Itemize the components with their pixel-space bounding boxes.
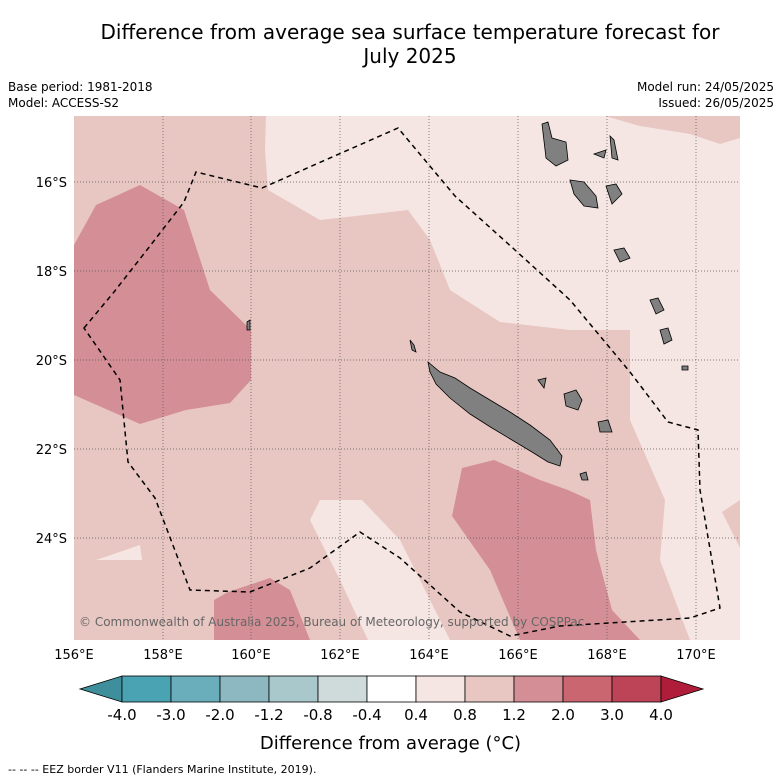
title-line-2: July 2025: [363, 44, 457, 68]
vanuatu-efate: [613, 247, 631, 263]
loyalty-island-1: [563, 389, 583, 411]
lat-tick-label: 20°S: [36, 354, 67, 369]
longitude-labels: 156°E 158°E 160°E 162°E 164°E 166°E 168°E 170°E: [54, 648, 716, 663]
colorbar-tick-label: -1.2: [254, 706, 283, 724]
small-island-north-caledonia: [409, 339, 417, 353]
model-name: Model: ACCESS-S2: [8, 96, 120, 110]
vanuatu-espiritu-santo: [541, 121, 569, 167]
vanuatu-tanna: [659, 327, 673, 345]
base-period: Base period: 1981-2018: [8, 80, 153, 94]
colorbar-segment: [415, 675, 466, 703]
colorbar-segment: [611, 675, 662, 703]
colorbar-segment: [268, 675, 319, 703]
anomaly-band-0-4-0-8-south: [310, 500, 450, 640]
title-line-1: Difference from average sea surface temp…: [100, 20, 720, 44]
anomaly-band-1-2-2-0-southeast: [452, 460, 640, 640]
lon-tick-label: 170°E: [676, 648, 716, 663]
lat-tick-label: 16°S: [36, 176, 67, 191]
eez-border: [83, 127, 721, 637]
anomaly-band-0-4-0-8-southwest: [96, 545, 142, 560]
colorbar-tick-label: -0.4: [352, 706, 381, 724]
colorbar: -4.0 -3.0 -2.0 -1.2 -0.8 -0.4 0.4 0.8 1.2 2.0 3.0 4…: [78, 675, 705, 724]
anomaly-band-top-right: [605, 116, 740, 144]
colorbar-segment: [513, 675, 564, 703]
small-island-west: [246, 319, 251, 331]
isle-of-pines: [579, 471, 589, 481]
vanuatu-erromango: [649, 297, 665, 315]
colorbar-segment: [121, 675, 172, 703]
colorbar-tick-label: 1.2: [502, 706, 526, 724]
colorbar-tick-label: -3.0: [156, 706, 185, 724]
anomaly-band-1-2-2-0-west: [74, 185, 251, 424]
colorbar-title: Difference from average (°C): [259, 733, 522, 754]
lat-tick-label: 22°S: [36, 443, 67, 458]
colorbar-tick-label: -0.8: [303, 706, 332, 724]
colorbar-tick-label: -4.0: [107, 706, 136, 724]
land-layer: [246, 121, 689, 481]
colorbar-extend-low: [78, 675, 123, 703]
colorbar-segment: [562, 675, 613, 703]
anomaly-band-0-4-0-8-northeast: [265, 116, 740, 640]
colorbar-extend-high: [660, 675, 705, 703]
colorbar-tick-label: 4.0: [649, 706, 673, 724]
anomaly-band-1-2-2-0-south: [214, 578, 310, 640]
colorbar-tick-label: 0.8: [453, 706, 477, 724]
lon-tick-label: 162°E: [320, 648, 360, 663]
vanuatu-maewo: [609, 134, 619, 161]
lon-tick-label: 168°E: [587, 648, 627, 663]
loyalty-island-2: [597, 419, 613, 433]
colorbar-segment: [170, 675, 221, 703]
new-caledonia-island: [427, 360, 563, 467]
colorbar-segment: [464, 675, 515, 703]
lon-tick-label: 164°E: [409, 648, 449, 663]
colorbar-tick-label: 0.4: [404, 706, 428, 724]
vanuatu-aneityum: [681, 365, 689, 371]
graticule: [74, 116, 740, 640]
vanuatu-pentecost: [605, 183, 623, 205]
lon-tick-label: 166°E: [498, 648, 538, 663]
colorbar-segment: [219, 675, 270, 703]
lon-tick-label: 160°E: [231, 648, 271, 663]
lon-tick-label: 156°E: [54, 648, 94, 663]
vanuatu-ambae: [592, 149, 607, 159]
colorbar-tick-label: -2.0: [205, 706, 234, 724]
loyalty-island-3: [537, 377, 547, 389]
issued-date: Issued: 26/05/2025: [658, 96, 774, 110]
copyright-notice: © Commonwealth of Australia 2025, Bureau…: [79, 615, 584, 629]
model-run: Model run: 24/05/2025: [636, 80, 774, 94]
anomaly-fill-layer: [74, 116, 740, 640]
vanuatu-malekula: [569, 179, 599, 209]
colorbar-segment: [317, 675, 368, 703]
latitude-labels: 16°S 18°S 20°S 22°S 24°S: [36, 176, 67, 547]
eez-legend-note: -- -- -- EEZ border V11 (Flanders Marine…: [8, 763, 317, 776]
lon-tick-label: 158°E: [143, 648, 183, 663]
lat-tick-label: 18°S: [36, 265, 67, 280]
lat-tick-label: 24°S: [36, 532, 67, 547]
colorbar-tick-label: 3.0: [600, 706, 624, 724]
colorbar-segment: [366, 675, 417, 703]
colorbar-tick-label: 2.0: [551, 706, 575, 724]
